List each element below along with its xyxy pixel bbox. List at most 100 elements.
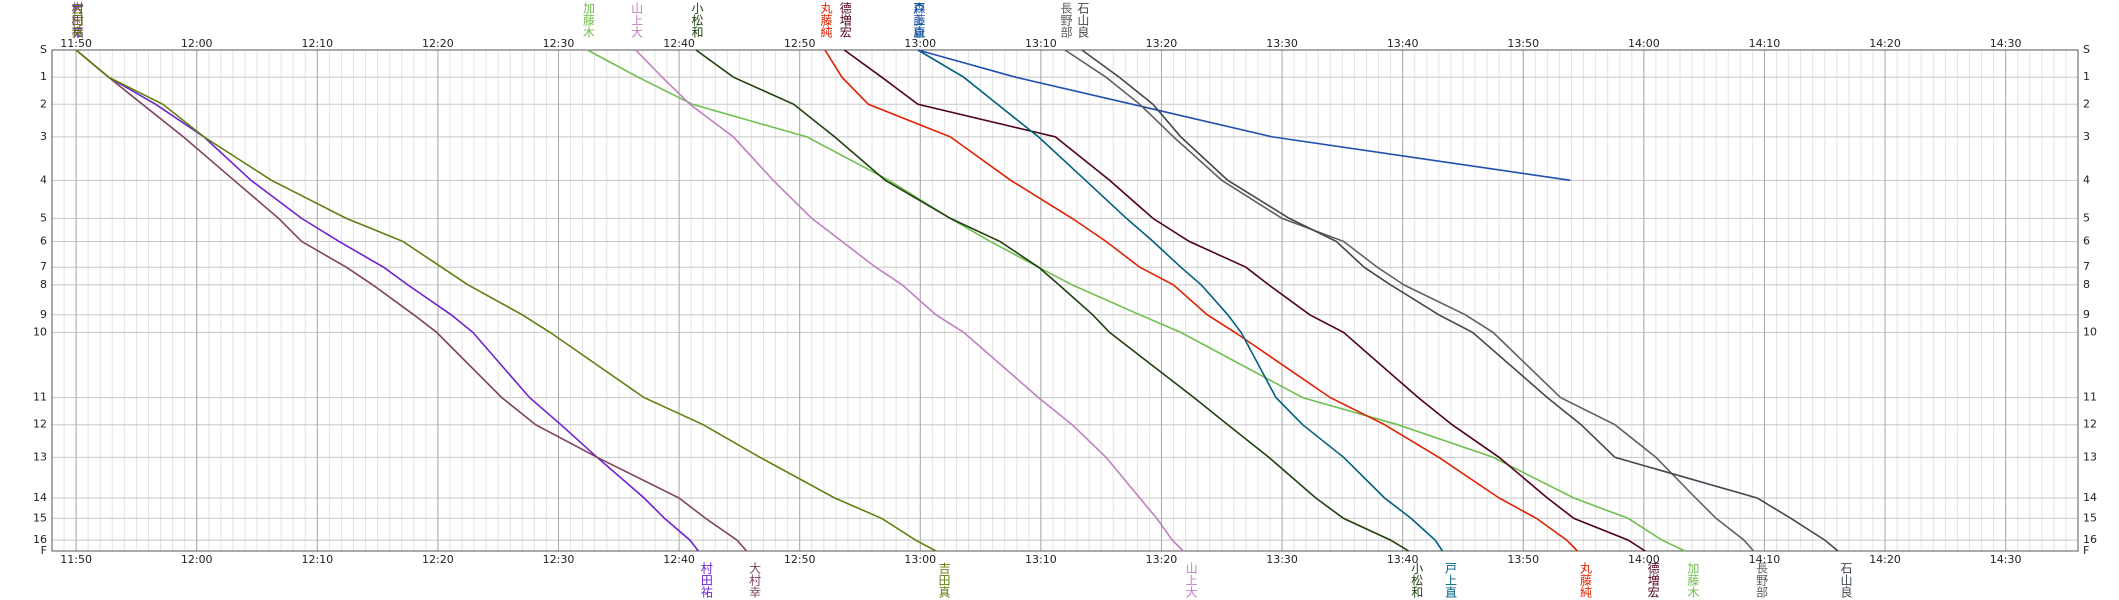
start-label: 村田祐 [70, 2, 84, 38]
x-tick-label: 13:30 [1266, 553, 1298, 566]
y-tick-label: 15 [33, 511, 47, 524]
runner-line [1081, 49, 1839, 552]
y-tick-label-right: 14 [2083, 491, 2097, 504]
start-label: 德増宏 [838, 1, 852, 39]
y-tick-label: 7 [40, 260, 47, 273]
x-tick-label: 13:10 [1025, 553, 1057, 566]
start-label: 石山良 [1076, 2, 1090, 39]
runner-line [843, 49, 1646, 552]
x-tick-label: 12:00 [181, 553, 213, 566]
x-tick-label: 14:00 [1628, 553, 1660, 566]
y-tick-label-right: F [2083, 544, 2089, 557]
x-tick-label-top: 11:50 [60, 37, 92, 50]
y-tick-label: F [41, 544, 47, 557]
x-tick-label-top: 13:20 [1146, 37, 1178, 50]
x-tick-label-top: 12:30 [543, 37, 575, 50]
start-label: 山上大 [630, 2, 644, 38]
y-tick-label-right: 4 [2083, 173, 2090, 186]
start-label: 小松和 [690, 2, 704, 38]
start-label: 丸藤純 [819, 2, 833, 38]
y-tick-label: 1 [40, 70, 47, 83]
y-tick-label: 12 [33, 418, 47, 431]
y-tick-label-right: 2 [2083, 97, 2090, 110]
y-tick-label-right: 12 [2083, 418, 2097, 431]
runner-line [75, 49, 937, 552]
runner-line [75, 49, 748, 552]
y-tick-label-right: 5 [2083, 211, 2090, 224]
y-tick-label: 9 [40, 308, 47, 321]
y-tick-label: 6 [40, 234, 47, 247]
x-tick-label: 12:50 [784, 553, 816, 566]
x-tick-label-top: 14:10 [1749, 37, 1781, 50]
finish-label: 石山良 [1839, 562, 1853, 599]
runner-line [635, 49, 1184, 552]
finish-label: 加藤木 [1686, 562, 1700, 598]
finish-label: 山上大 [1184, 562, 1198, 598]
x-tick-label: 12:40 [663, 553, 695, 566]
finish-label: 丸藤純 [1579, 562, 1593, 598]
start-label: 吉田真 [70, 2, 84, 39]
x-tick-label: 13:20 [1146, 553, 1178, 566]
y-tick-label-right: 8 [2083, 278, 2090, 291]
y-tick-label: S [40, 43, 47, 56]
x-tick-label-top: 14:00 [1628, 37, 1660, 50]
y-tick-label-right: S [2083, 43, 2090, 56]
y-tick-label: 14 [33, 491, 47, 504]
y-tick-label-right: 1 [2083, 70, 2090, 83]
x-tick-label-top: 12:20 [422, 37, 454, 50]
y-tick-label-right: 11 [2083, 391, 2097, 404]
x-tick-label-top: 13:40 [1387, 37, 1419, 50]
x-tick-label: 11:50 [60, 553, 92, 566]
x-tick-label: 12:20 [422, 553, 454, 566]
x-tick-label-top: 12:50 [784, 37, 816, 50]
runner-line [587, 49, 1686, 552]
y-tick-label-right: 13 [2083, 450, 2097, 463]
runner-line [917, 49, 1571, 182]
y-tick-label: 10 [33, 325, 47, 338]
x-tick-label: 14:30 [1990, 553, 2022, 566]
finish-label: 小松和 [1410, 562, 1424, 598]
start-label: 加藤木 [581, 2, 595, 38]
x-tick-label-top: 13:00 [904, 37, 936, 50]
x-tick-label: 13:00 [904, 553, 936, 566]
y-tick-label-right: 7 [2083, 260, 2090, 273]
finish-label: 長野部 [1755, 562, 1769, 598]
x-tick-label: 12:10 [301, 553, 333, 566]
finish-label: 村田祐 [699, 562, 713, 598]
x-tick-label: 13:50 [1507, 553, 1539, 566]
x-tick-label: 14:10 [1749, 553, 1781, 566]
x-tick-label-top: 13:50 [1507, 37, 1539, 50]
start-label: 長野部 [1059, 2, 1073, 38]
y-tick-label: 11 [33, 391, 47, 404]
x-tick-label-top: 12:40 [663, 37, 695, 50]
x-tick-label: 13:40 [1387, 553, 1419, 566]
runner-line [1064, 49, 1755, 552]
y-tick-label: 5 [40, 211, 47, 224]
y-tick-label-right: 16 [2083, 533, 2097, 546]
x-tick-label-top: 12:00 [181, 37, 213, 50]
x-tick-label-top: 14:20 [1869, 37, 1901, 50]
finish-label: 德増宏 [1646, 561, 1660, 599]
y-tick-label-right: 15 [2083, 511, 2097, 524]
y-tick-label: 13 [33, 450, 47, 463]
finish-label: 戸上直 [1443, 562, 1457, 598]
y-tick-label: 8 [40, 278, 47, 291]
y-tick-label-right: 10 [2083, 325, 2097, 338]
y-tick-label: 3 [40, 130, 47, 143]
runner-line [695, 49, 1410, 552]
y-tick-label-right: 6 [2083, 234, 2090, 247]
finish-label: 吉田真 [937, 562, 951, 599]
x-tick-label: 12:30 [543, 553, 575, 566]
y-tick-label-right: 9 [2083, 308, 2090, 321]
x-tick-label-top: 13:30 [1266, 37, 1298, 50]
y-tick-label-right: 3 [2083, 130, 2090, 143]
x-tick-label-top: 12:10 [301, 37, 333, 50]
y-tick-label: 16 [33, 533, 47, 546]
start-label: 戸上直 [912, 2, 926, 38]
y-tick-label: 2 [40, 97, 47, 110]
start-label: 森藤康 [912, 1, 926, 38]
runner-line [824, 49, 1579, 552]
x-tick-label: 14:20 [1869, 553, 1901, 566]
start-label: 大村幸 [70, 2, 84, 38]
